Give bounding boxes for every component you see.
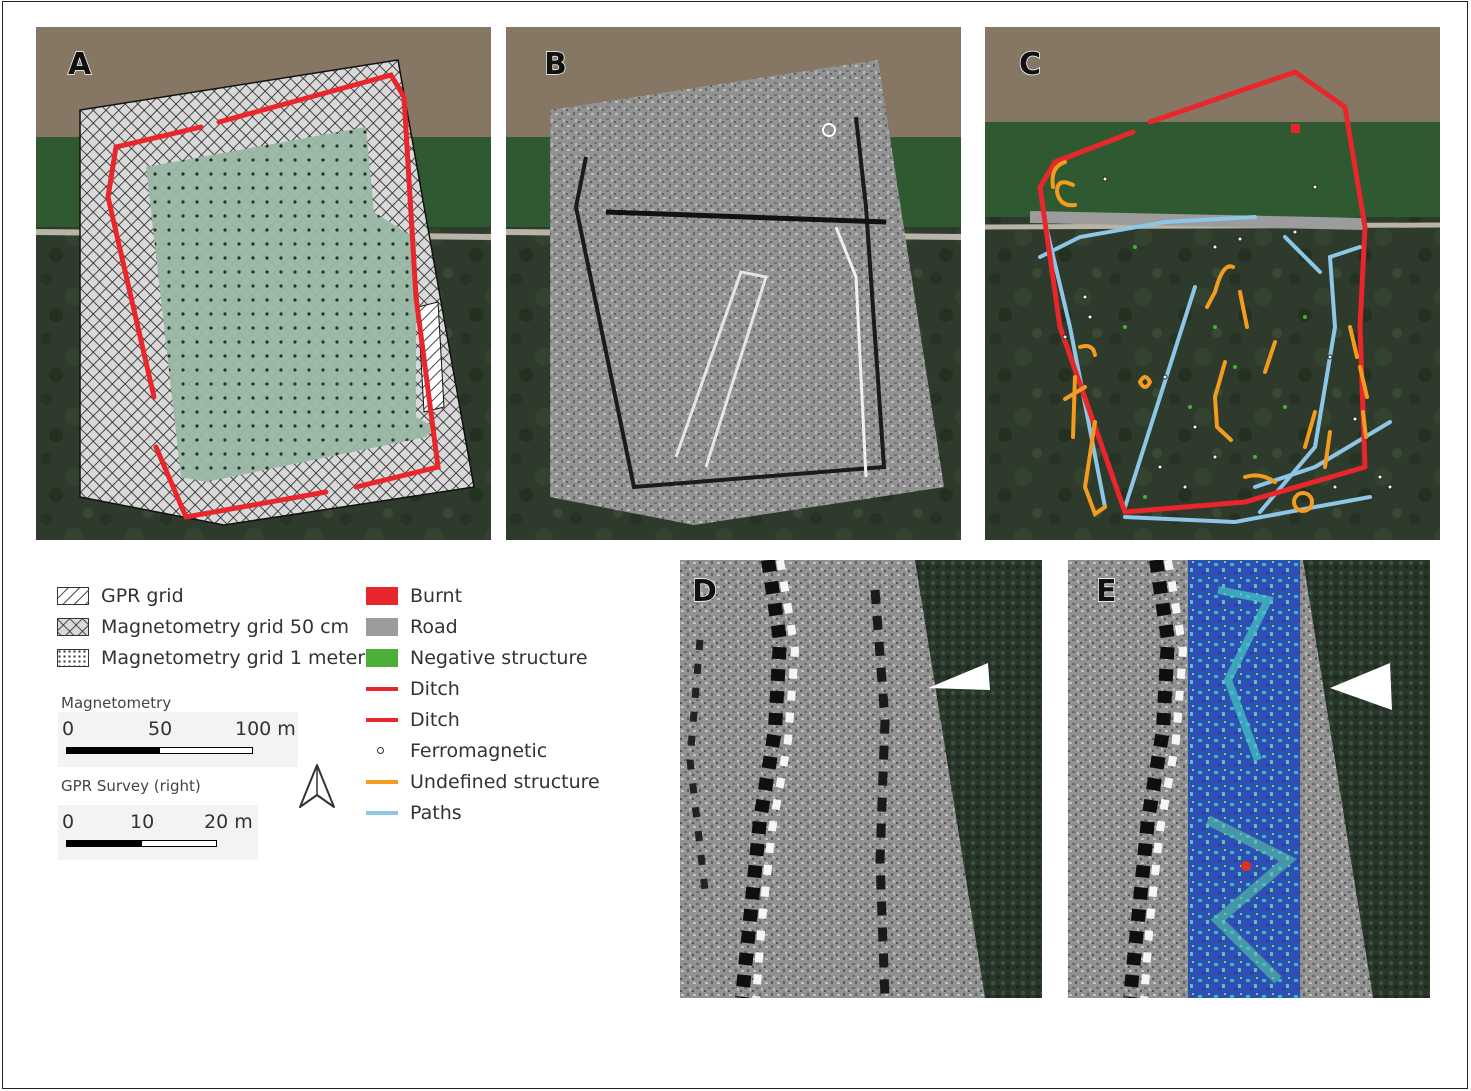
legend-item-road: Road — [366, 616, 458, 638]
legend-item-ditch-2: Ditch — [366, 709, 460, 731]
panel-d-map: D — [680, 560, 1042, 998]
pointer-arrow-icon — [928, 663, 990, 690]
crosshatch-swatch-icon — [57, 618, 89, 636]
scalebar-gpr-background — [58, 805, 258, 860]
pointer-arrow-icon — [1330, 663, 1392, 710]
panel-c-label: C — [1018, 47, 1042, 82]
legend-label: Road — [410, 616, 458, 638]
legend-item-mag-grid-1m: Magnetometry grid 1 meter — [57, 647, 365, 669]
scalebar-mag-tick-0: 0 — [62, 718, 75, 740]
burnt-swatch-icon — [366, 587, 398, 605]
legend-label: GPR grid — [101, 585, 184, 607]
panel-c-map: C — [985, 27, 1440, 540]
scalebar-mag-title: Magnetometry — [61, 694, 172, 712]
panel-e-label: E — [1095, 574, 1117, 609]
scalebar-gpr-title: GPR Survey (right) — [61, 777, 201, 795]
legend-item-mag-grid-50cm: Magnetometry grid 50 cm — [57, 616, 349, 638]
panel-e-map: E — [1068, 560, 1430, 998]
panel-b-label: B — [543, 47, 567, 82]
legend-label: Ferromagnetic — [410, 740, 548, 762]
scalebar-mag-background — [58, 712, 298, 767]
paths-line-icon — [366, 811, 398, 815]
dots-swatch-icon — [57, 649, 89, 667]
scalebar-mag-tick-100: 100 m — [235, 718, 296, 740]
legend-label: Ditch — [410, 709, 460, 731]
panel-a-map: A — [36, 27, 491, 540]
scalebar-gpr-bar — [66, 840, 217, 847]
legend-item-ditch: Ditch — [366, 678, 460, 700]
negative-structure-swatch-icon — [366, 649, 398, 667]
scalebar-gpr-tick-0: 0 — [62, 811, 75, 833]
legend-item-ferromagnetic: Ferromagnetic — [366, 740, 547, 762]
legend-item-burnt: Burnt — [366, 585, 462, 607]
ferromagnetic-dot-icon — [366, 742, 398, 760]
ditch-line-icon — [366, 718, 398, 722]
undefined-structure-line-icon — [366, 780, 398, 784]
legend-item-paths: Paths — [366, 802, 462, 824]
north-arrow-icon — [299, 764, 335, 808]
legend-item-negative-structure: Negative structure — [366, 647, 588, 669]
legend-label: Ditch — [410, 678, 460, 700]
ditch-line-icon — [366, 687, 398, 691]
panel-d-label: D — [691, 574, 717, 609]
hatch-swatch-icon — [57, 587, 89, 605]
legend-label: Negative structure — [410, 647, 588, 669]
scalebar-gpr-tick-20: 20 m — [204, 811, 253, 833]
legend-item-gpr-grid: GPR grid — [57, 585, 184, 607]
legend-label: Undefined structure — [410, 771, 600, 793]
legend-item-undefined-structure: Undefined structure — [366, 771, 600, 793]
road-swatch-icon — [366, 618, 398, 636]
panel-a-label: A — [67, 47, 92, 82]
legend-label: Paths — [410, 802, 462, 824]
panel-b-map: B — [506, 27, 961, 540]
scalebar-gpr-tick-10: 10 — [130, 811, 155, 833]
legend-label: Magnetometry grid 50 cm — [101, 616, 350, 638]
scalebar-mag-tick-50: 50 — [148, 718, 173, 740]
legend-label: Magnetometry grid 1 meter — [101, 647, 366, 669]
legend-label: Burnt — [410, 585, 463, 607]
scalebar-mag-bar — [66, 747, 253, 754]
